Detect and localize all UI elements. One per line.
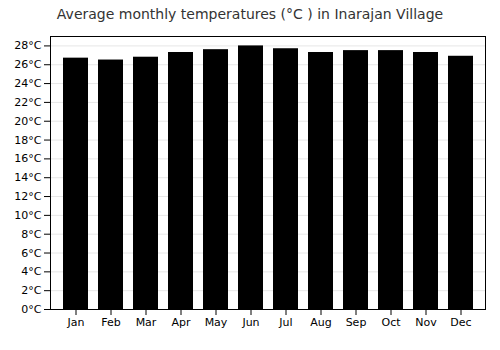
svg-text:2°C: 2°C [21,284,41,297]
svg-text:Jan: Jan [67,316,85,329]
svg-text:Mar: Mar [136,316,157,329]
svg-text:28°C: 28°C [14,39,41,52]
svg-text:Jun: Jun [241,316,259,329]
svg-text:May: May [205,316,228,329]
svg-text:0°C: 0°C [21,303,41,316]
svg-text:22°C: 22°C [14,96,41,109]
svg-text:Apr: Apr [171,316,191,329]
svg-text:26°C: 26°C [14,58,41,71]
svg-text:14°C: 14°C [14,171,41,184]
svg-text:Oct: Oct [381,316,401,329]
svg-text:4°C: 4°C [21,265,41,278]
svg-text:Jul: Jul [278,316,292,329]
svg-text:Nov: Nov [415,316,437,329]
svg-text:12°C: 12°C [14,190,41,203]
svg-text:10°C: 10°C [14,209,41,222]
svg-text:20°C: 20°C [14,115,41,128]
svg-text:6°C: 6°C [21,247,41,260]
svg-text:8°C: 8°C [21,228,41,241]
svg-text:18°C: 18°C [14,134,41,147]
svg-text:Dec: Dec [450,316,471,329]
svg-text:16°C: 16°C [14,152,41,165]
html-text:Average monthly temperatures (: Average monthly temperatures (°C ) in In… [56,6,444,22]
svg-text:24°C: 24°C [14,77,41,90]
svg-text:Aug: Aug [310,316,331,329]
svg-text:Sep: Sep [346,316,367,329]
svg-text:Feb: Feb [101,316,120,329]
